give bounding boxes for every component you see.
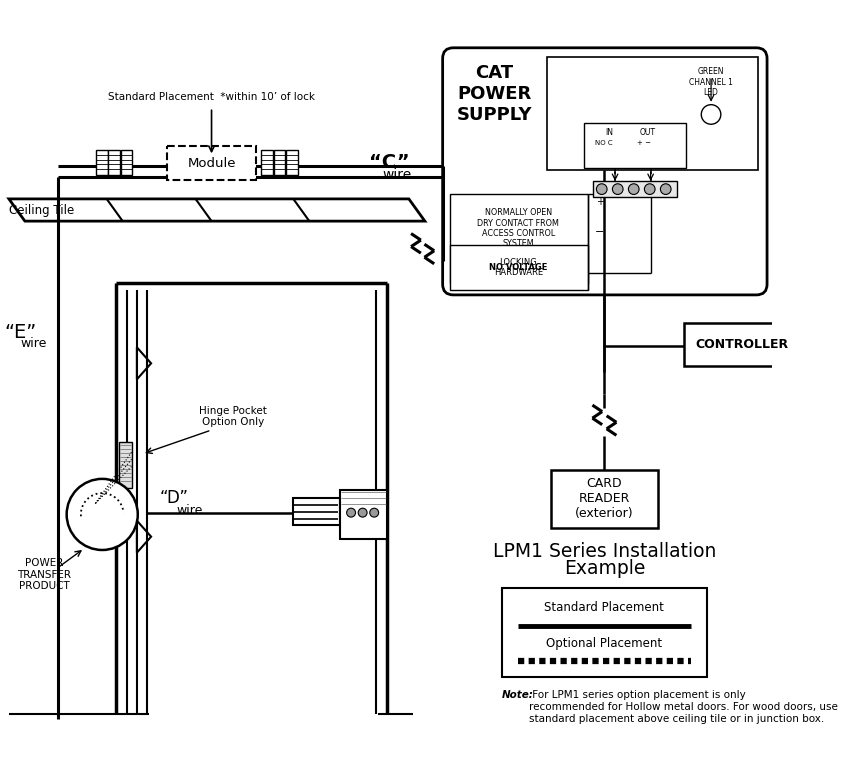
Text: Standard Placement  *within 10’ of lock: Standard Placement *within 10’ of lock	[108, 92, 315, 101]
Bar	[503, 588, 707, 677]
Bar	[108, 150, 120, 175]
Text: “D”: “D”	[160, 489, 189, 508]
Text: NORMALLY OPEN
DRY CONTACT FROM
ACCESS CONTROL
SYSTEM: NORMALLY OPEN DRY CONTACT FROM ACCESS CO…	[477, 208, 559, 248]
Text: + −: + −	[637, 140, 651, 146]
Text: Note:: Note:	[503, 690, 534, 700]
Circle shape	[628, 184, 639, 194]
Text: GREEN
CHANNEL 1
LED: GREEN CHANNEL 1 LED	[689, 67, 733, 98]
Text: −: −	[595, 227, 605, 237]
Text: NO VOLTAGE: NO VOLTAGE	[489, 263, 548, 272]
Text: CAT
POWER
SUPPLY: CAT POWER SUPPLY	[457, 64, 532, 124]
FancyBboxPatch shape	[443, 48, 767, 295]
Circle shape	[701, 105, 720, 124]
Circle shape	[370, 509, 378, 517]
Text: IN: IN	[605, 128, 613, 136]
Text: CONTROLLER: CONTROLLER	[695, 339, 789, 351]
Text: wire: wire	[21, 337, 47, 350]
Text: wire: wire	[176, 505, 202, 517]
Bar	[547, 57, 758, 171]
Bar	[340, 491, 386, 539]
Bar	[119, 441, 132, 488]
Text: LPM1 Series Installation: LPM1 Series Installation	[493, 542, 716, 562]
Bar	[584, 123, 687, 168]
Text: NO C: NO C	[595, 140, 612, 146]
Text: “E”: “E”	[4, 323, 36, 342]
Polygon shape	[9, 199, 424, 221]
Text: For LPM1 series option placement is only
recommended for Hollow metal doors. For: For LPM1 series option placement is only…	[529, 690, 838, 724]
Bar	[593, 181, 677, 197]
Circle shape	[346, 509, 356, 517]
Text: POWER
TRANSFER
PRODUCT: POWER TRANSFER PRODUCT	[17, 558, 71, 591]
Circle shape	[358, 509, 367, 517]
Text: Standard Placement: Standard Placement	[544, 601, 664, 615]
Text: LOCKING
HARDWARE: LOCKING HARDWARE	[494, 257, 542, 277]
Text: Module: Module	[187, 157, 236, 170]
Text: Optional Placement: Optional Placement	[546, 636, 662, 650]
Bar	[286, 150, 298, 175]
Bar	[96, 150, 108, 175]
Bar	[684, 324, 800, 366]
Bar	[450, 245, 588, 289]
Circle shape	[613, 184, 623, 194]
Bar	[261, 150, 273, 175]
Bar	[168, 147, 256, 180]
Text: CARD
READER
(exterior): CARD READER (exterior)	[575, 477, 634, 520]
Text: Ceiling Tile: Ceiling Tile	[9, 204, 74, 217]
Bar	[551, 470, 658, 528]
Bar	[273, 150, 286, 175]
Bar	[293, 498, 339, 525]
Text: “C”: “C”	[369, 153, 410, 172]
Bar	[450, 194, 588, 283]
Bar	[121, 150, 133, 175]
Circle shape	[644, 184, 655, 194]
Circle shape	[661, 184, 671, 194]
Text: Hinge Pocket
Option Only: Hinge Pocket Option Only	[199, 406, 266, 427]
Text: wire: wire	[382, 168, 411, 182]
Text: OUT: OUT	[640, 128, 656, 136]
Circle shape	[596, 184, 607, 194]
Text: Example: Example	[563, 559, 645, 578]
Text: +: +	[596, 197, 604, 207]
Circle shape	[67, 479, 138, 550]
